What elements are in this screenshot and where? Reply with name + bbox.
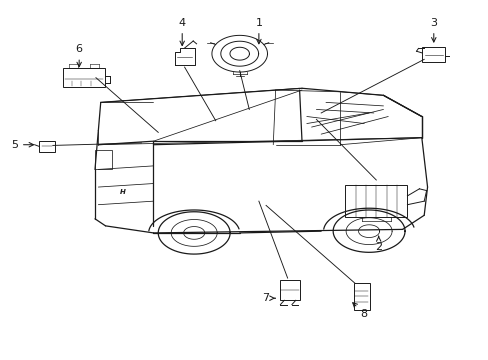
- Bar: [95, 150, 112, 170]
- Bar: [345, 185, 407, 217]
- Bar: [280, 280, 300, 300]
- Text: 4: 4: [178, 18, 185, 45]
- Bar: [40, 141, 55, 152]
- Text: 1: 1: [255, 18, 262, 44]
- Bar: [353, 283, 369, 310]
- Text: 2: 2: [374, 237, 382, 252]
- Bar: [63, 68, 105, 87]
- Text: 6: 6: [76, 45, 82, 67]
- Text: 8: 8: [352, 303, 367, 319]
- Text: H: H: [119, 189, 125, 195]
- Text: 5: 5: [11, 140, 34, 150]
- Bar: [422, 48, 445, 62]
- Text: 7: 7: [262, 293, 275, 303]
- Text: 3: 3: [429, 18, 436, 42]
